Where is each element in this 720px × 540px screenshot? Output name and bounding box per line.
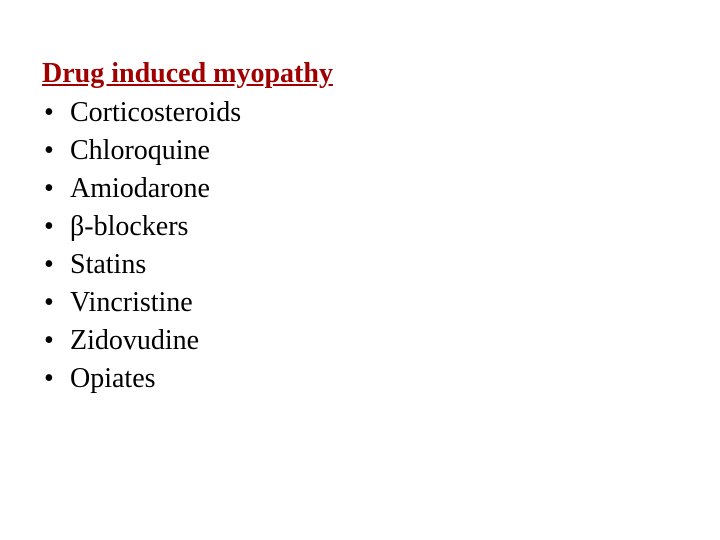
list-item: • β-blockers [42, 208, 720, 246]
list-item-text: Vincristine [70, 284, 193, 322]
bullet-icon: • [42, 284, 70, 322]
bullet-icon: • [42, 94, 70, 132]
drug-list: • Corticosteroids • Chloroquine • Amioda… [42, 94, 720, 398]
list-item: • Chloroquine [42, 132, 720, 170]
slide-heading: Drug induced myopathy [42, 58, 720, 90]
bullet-icon: • [42, 322, 70, 360]
list-item-text: Chloroquine [70, 132, 210, 170]
bullet-icon: • [42, 360, 70, 398]
list-item-text: Zidovudine [70, 322, 199, 360]
bullet-icon: • [42, 170, 70, 208]
list-item-text: Corticosteroids [70, 94, 241, 132]
list-item: • Vincristine [42, 284, 720, 322]
list-item-text: Amiodarone [70, 170, 210, 208]
list-item: • Corticosteroids [42, 94, 720, 132]
bullet-icon: • [42, 208, 70, 246]
bullet-icon: • [42, 132, 70, 170]
list-item-text: β-blockers [70, 208, 188, 246]
bullet-icon: • [42, 246, 70, 284]
list-item: • Opiates [42, 360, 720, 398]
list-item-text: Statins [70, 246, 146, 284]
list-item: • Statins [42, 246, 720, 284]
list-item-text: Opiates [70, 360, 156, 398]
list-item: • Amiodarone [42, 170, 720, 208]
list-item: • Zidovudine [42, 322, 720, 360]
